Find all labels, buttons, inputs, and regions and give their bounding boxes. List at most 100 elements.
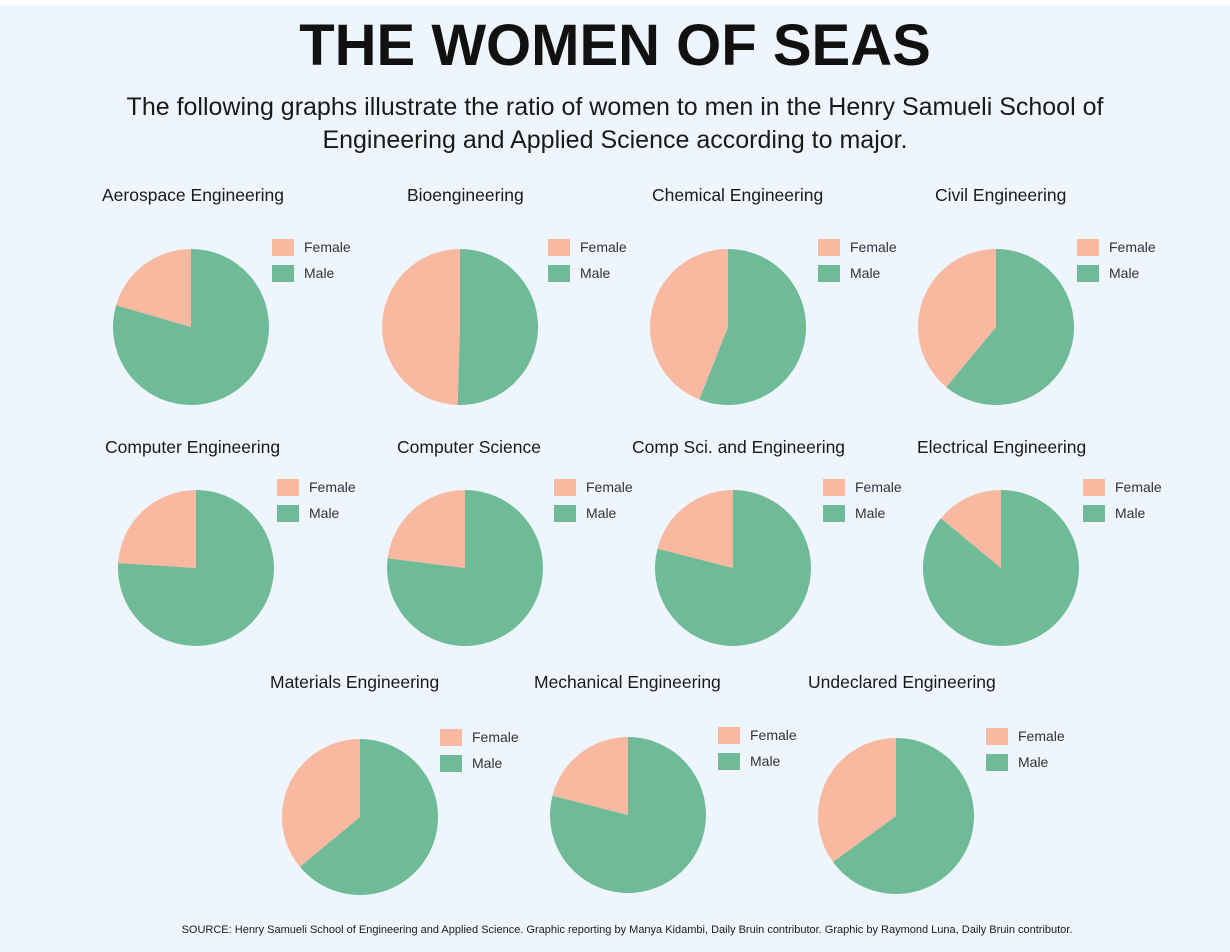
chart-title: Electrical Engineering xyxy=(917,437,1087,457)
legend-label-male: Male xyxy=(586,505,617,521)
pie-slice-female xyxy=(818,738,896,862)
pie-slice-male xyxy=(387,490,544,646)
legend-swatch-male xyxy=(440,755,462,772)
pie-chart-materials-engineering: Materials Engineering Female Male xyxy=(270,672,570,912)
pie-slice-female xyxy=(657,490,733,568)
legend-label-male: Male xyxy=(580,265,611,281)
legend-label-female: Female xyxy=(304,239,351,255)
pie-slice-male xyxy=(457,248,539,405)
pie-civil-engineering xyxy=(917,249,1074,405)
pie-materials-engineering xyxy=(281,739,438,895)
legend-swatch-female xyxy=(1077,239,1099,256)
pie-chart-computer-engineering: Computer Engineering Female Male xyxy=(104,437,394,677)
legend-label-male: Male xyxy=(1109,265,1140,281)
legend-swatch-male xyxy=(548,265,570,282)
legend-label-female: Female xyxy=(472,729,519,745)
pie-slice-female xyxy=(940,490,1001,568)
pie-slice-female xyxy=(552,737,628,815)
pie-slice-female xyxy=(650,249,728,400)
pie-slice-female xyxy=(387,490,465,568)
legend-swatch-female xyxy=(986,728,1008,745)
chart-title: Mechanical Engineering xyxy=(534,672,721,692)
page-title: THE WOMEN OF SEAS xyxy=(299,13,931,78)
pie-bioengineering xyxy=(382,248,539,405)
pie-undeclared-engineering xyxy=(818,738,975,894)
pie-slice-female xyxy=(917,249,996,388)
pie-computer-engineering xyxy=(117,490,274,646)
pie-electrical-engineering xyxy=(922,490,1079,646)
legend-swatch-female xyxy=(548,239,570,256)
legend-swatch-male xyxy=(554,505,576,522)
pie-chart-undeclared-engineering: Undeclared Engineering Female Male xyxy=(808,672,1108,912)
legend-swatch-female xyxy=(818,239,840,256)
source-credit: SOURCE: Henry Samueli School of Engineer… xyxy=(181,924,1073,936)
legend-swatch-male xyxy=(986,754,1008,771)
pie-chart-bioengineering: Bioengineering Female Male xyxy=(380,185,670,425)
chart-title: Bioengineering xyxy=(407,185,524,205)
legend-swatch-female xyxy=(718,727,740,744)
pie-computer-science xyxy=(387,490,544,646)
chart-title: Aerospace Engineering xyxy=(102,185,284,205)
legend-label-female: Female xyxy=(855,479,902,495)
legend-swatch-male xyxy=(718,753,740,770)
pie-chart-electrical-engineering: Electrical Engineering Female Male xyxy=(917,437,1210,677)
legend-label-male: Male xyxy=(750,753,781,769)
pie-slice-female xyxy=(116,249,191,327)
legend-swatch-male xyxy=(272,265,294,282)
chart-title: Materials Engineering xyxy=(270,672,440,692)
pie-chemical-engineering xyxy=(650,249,807,405)
pie-slice-male xyxy=(922,490,1079,646)
legend-swatch-female xyxy=(1083,479,1105,496)
pie-chart-comp-sci-and-engineering: Comp Sci. and Engineering Female Male xyxy=(632,437,942,677)
pie-mechanical-engineering xyxy=(549,737,706,893)
chart-title: Comp Sci. and Engineering xyxy=(632,437,846,457)
legend-swatch-female xyxy=(823,479,845,496)
pie-slice-male xyxy=(299,739,438,895)
legend-label-female: Female xyxy=(309,479,356,495)
chart-title: Computer Engineering xyxy=(105,437,281,457)
legend-swatch-female xyxy=(272,239,294,256)
pie-slice-male xyxy=(946,249,1074,405)
legend-label-female: Female xyxy=(850,239,897,255)
chart-title: Civil Engineering xyxy=(935,185,1067,205)
pie-chart-civil-engineering: Civil Engineering Female Male xyxy=(917,185,1208,425)
pie-slice-male xyxy=(117,490,274,646)
pie-slice-female xyxy=(281,739,360,867)
legend-label-male: Male xyxy=(1018,754,1049,770)
legend-label-female: Female xyxy=(750,727,797,743)
legend-label-male: Male xyxy=(1115,505,1146,521)
pie-slice-male xyxy=(699,249,807,405)
pie-chart-aerospace-engineering: Aerospace Engineering Female Male xyxy=(100,185,390,425)
page-subtitle: The following graphs illustrate the rati… xyxy=(126,93,1104,154)
chart-title: Chemical Engineering xyxy=(652,185,824,205)
legend-label-female: Female xyxy=(1109,239,1156,255)
pie-slice-male xyxy=(654,490,811,646)
pie-slice-female xyxy=(118,490,196,568)
legend-swatch-female xyxy=(440,729,462,746)
pie-chart-computer-science: Computer Science Female Male xyxy=(385,437,675,677)
legend-swatch-male xyxy=(823,505,845,522)
legend-label-male: Male xyxy=(304,265,335,281)
legend-label-male: Male xyxy=(472,755,503,771)
legend-label-male: Male xyxy=(309,505,340,521)
legend-swatch-female xyxy=(277,479,299,496)
pie-slice-male xyxy=(113,249,270,405)
legend-swatch-male xyxy=(1083,505,1105,522)
legend-label-female: Female xyxy=(580,239,627,255)
pie-chart-mechanical-engineering: Mechanical Engineering Female Male xyxy=(534,672,840,912)
legend-label-female: Female xyxy=(1115,479,1162,495)
pie-chart-chemical-engineering: Chemical Engineering Female Male xyxy=(648,185,938,425)
legend-label-male: Male xyxy=(855,505,886,521)
chart-title: Undeclared Engineering xyxy=(808,672,996,692)
legend-label-male: Male xyxy=(850,265,881,281)
legend-label-female: Female xyxy=(1018,728,1065,744)
legend-swatch-male xyxy=(277,505,299,522)
legend-swatch-male xyxy=(818,265,840,282)
legend-label-female: Female xyxy=(586,479,633,495)
pie-comp-sci-and-engineering xyxy=(654,490,811,646)
chart-title: Computer Science xyxy=(397,437,541,457)
pie-slice-male xyxy=(832,738,975,894)
poster-background: THE WOMEN OF SEAS The following graphs i… xyxy=(0,5,1230,952)
legend-swatch-female xyxy=(554,479,576,496)
pie-slice-female xyxy=(382,249,460,405)
